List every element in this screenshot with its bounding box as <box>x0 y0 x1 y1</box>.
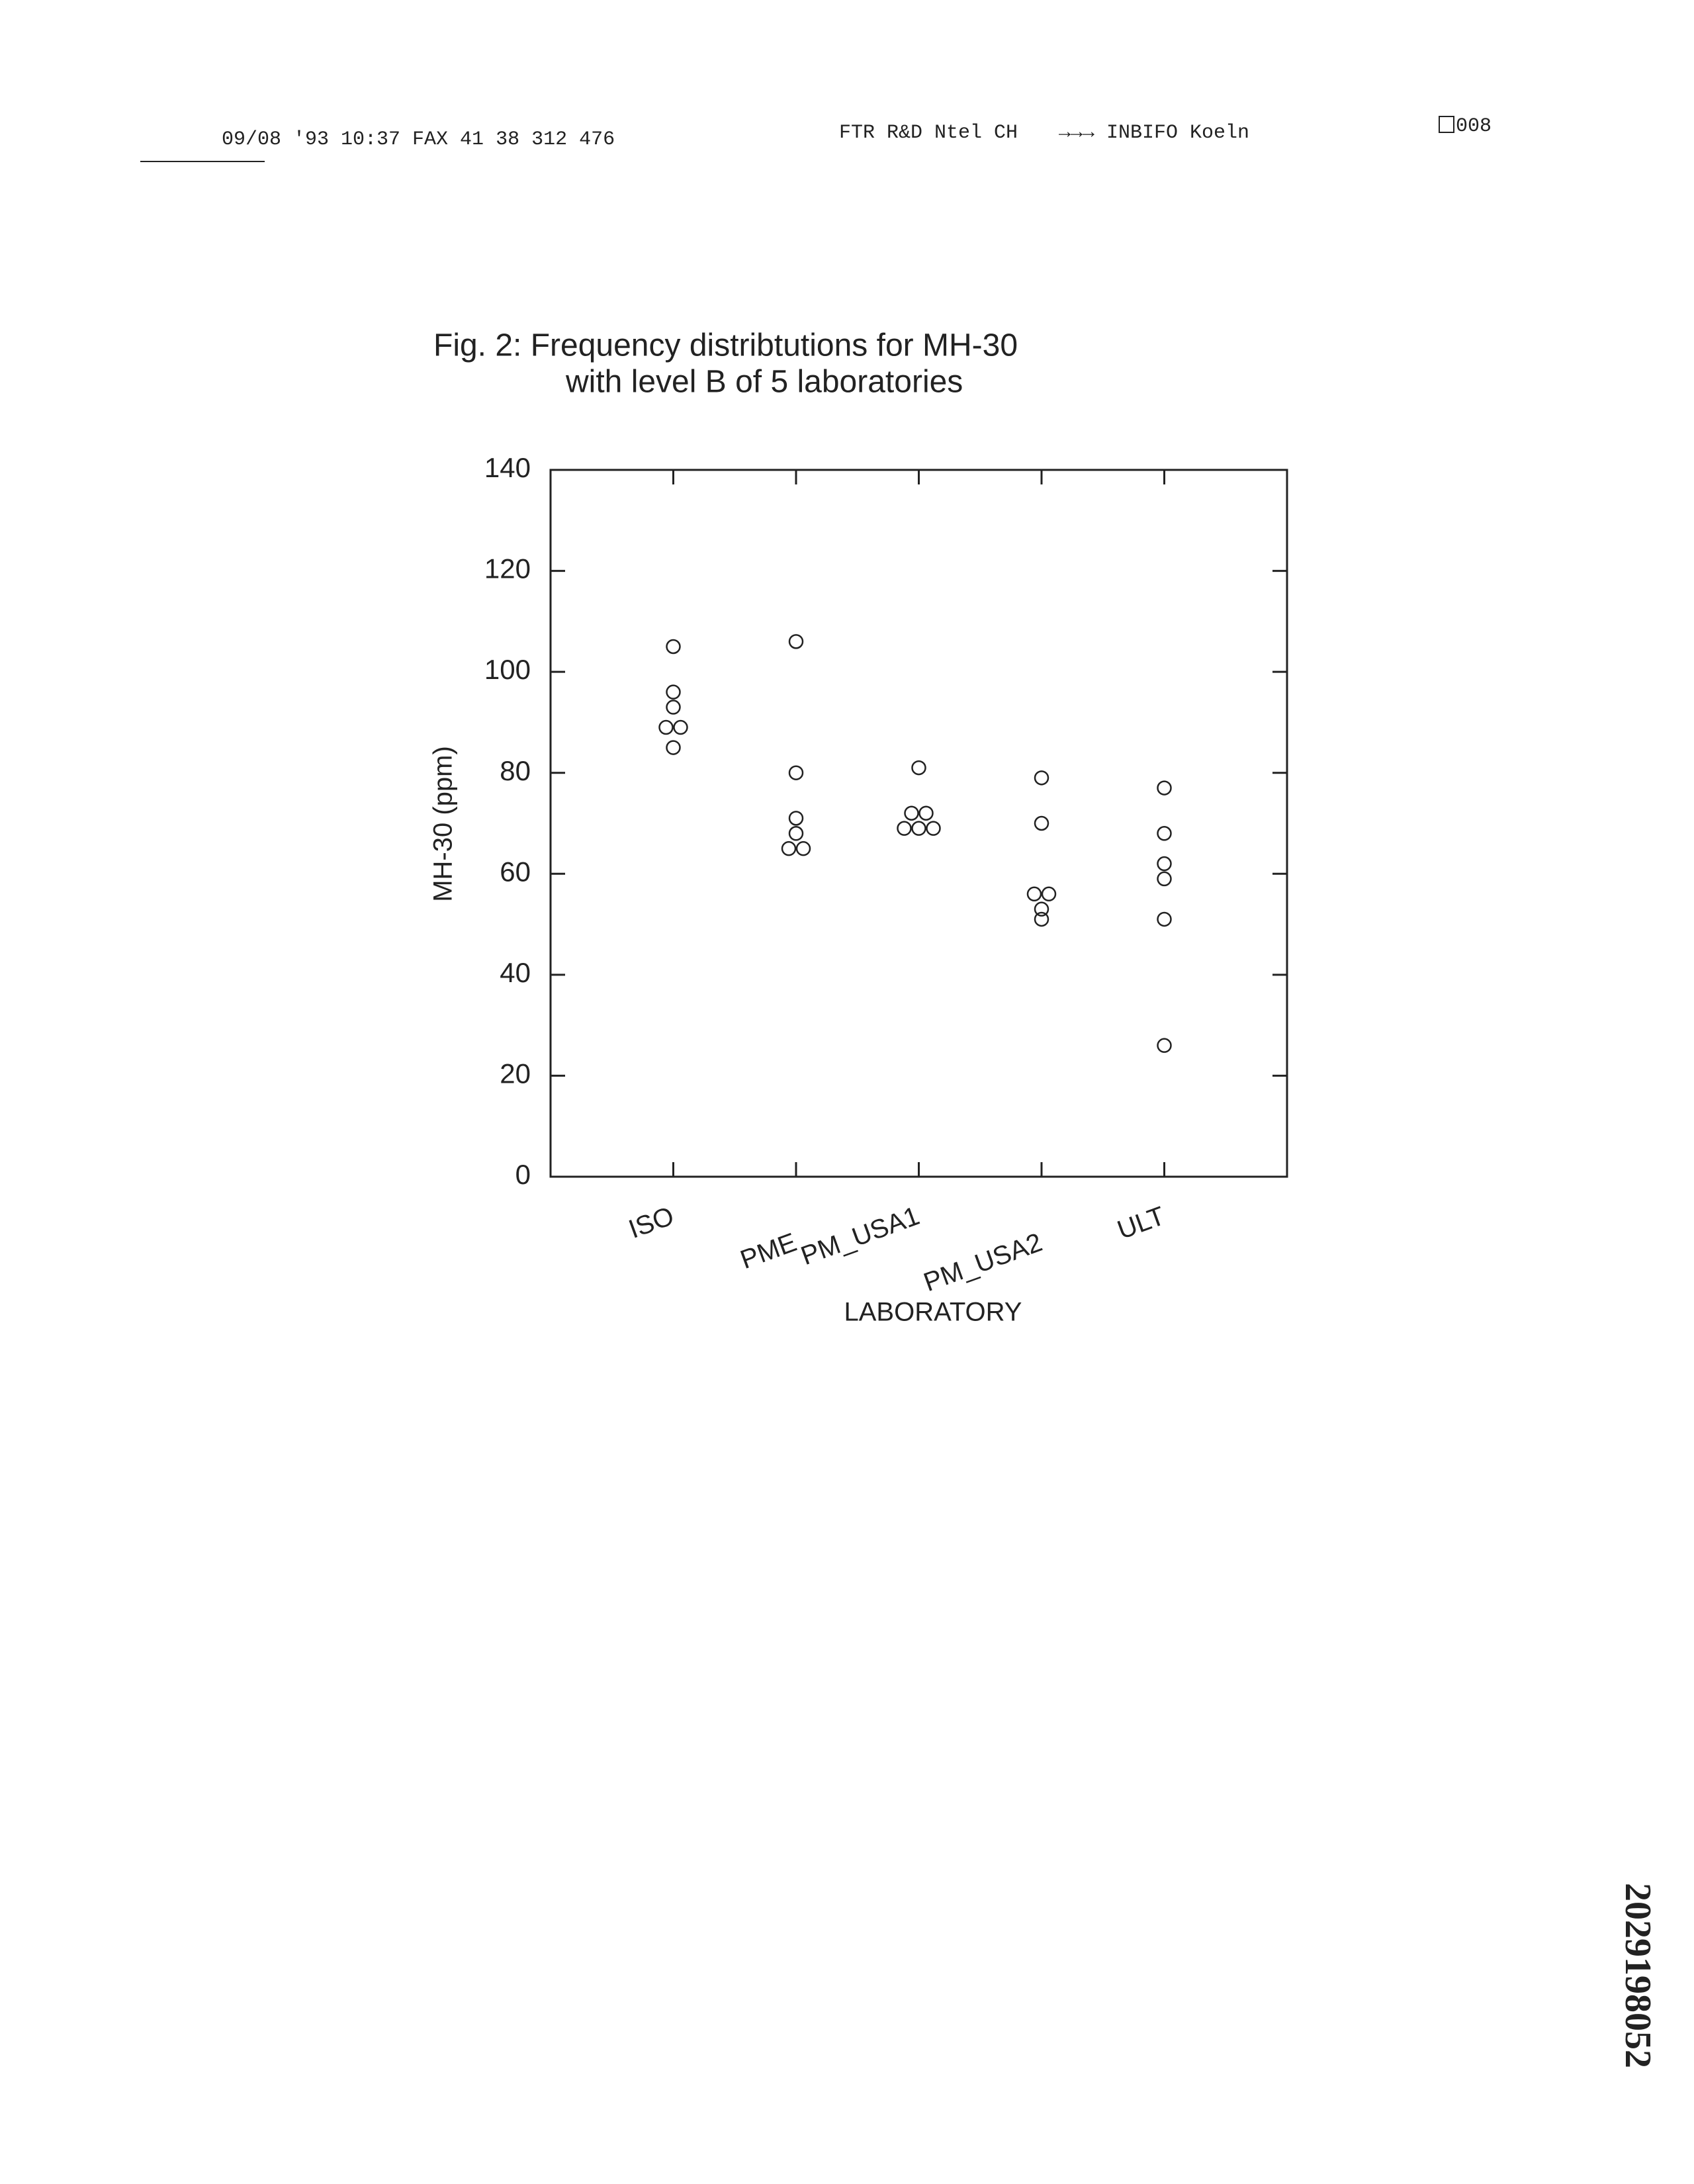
data-point <box>788 811 804 826</box>
x-tick-label: PM_USA1 <box>797 1201 924 1271</box>
y-tick-label: 80 <box>500 755 531 786</box>
data-point <box>1157 856 1172 872</box>
data-point <box>666 684 681 700</box>
data-point <box>788 826 804 841</box>
x-tick-label: ISO <box>625 1201 678 1244</box>
fax-line: 09/08 '93 10:37 FAX 41 38 312 476 <box>222 128 615 151</box>
chart-title: with level B of 5 laboratories <box>565 365 963 400</box>
y-tick-label: 40 <box>500 957 531 988</box>
sender: FTR R&D Ntel CH <box>839 122 1018 144</box>
data-point <box>666 700 681 715</box>
data-point <box>788 765 804 780</box>
plot-frame <box>549 469 1288 1178</box>
data-point <box>918 805 934 821</box>
x-tick-label: PME <box>736 1228 801 1275</box>
x-axis-label: LABORATORY <box>844 1298 1022 1327</box>
data-point <box>781 841 797 856</box>
data-point <box>1157 780 1172 796</box>
data-point <box>788 634 804 649</box>
y-tick-label: 60 <box>500 856 531 887</box>
y-tick-label: 140 <box>484 452 531 483</box>
x-tick-label: ULT <box>1114 1201 1169 1245</box>
data-point <box>904 805 919 821</box>
data-point <box>911 760 926 776</box>
y-tick-label: 0 <box>515 1159 531 1190</box>
y-tick-label: 120 <box>484 553 531 584</box>
data-point <box>911 821 926 836</box>
data-point <box>1157 1038 1172 1053</box>
data-point <box>1034 911 1049 927</box>
data-point <box>1157 911 1172 927</box>
data-point <box>1157 826 1172 841</box>
data-point <box>658 719 674 735</box>
data-point <box>666 740 681 755</box>
x-tick-label: PM_USA2 <box>920 1228 1046 1297</box>
data-point <box>1034 901 1049 917</box>
data-point <box>1026 886 1042 902</box>
data-point <box>897 821 912 836</box>
page-number: 008 <box>1456 115 1492 138</box>
data-point <box>1034 815 1049 831</box>
data-point <box>1034 770 1049 786</box>
recipient: →→→ INBIFO Koeln <box>1059 122 1249 144</box>
data-point <box>1041 886 1057 902</box>
data-point <box>666 639 681 655</box>
data-point <box>926 821 941 836</box>
chart-title: Fig. 2: Frequency distribtutions for MH-… <box>433 328 1018 363</box>
y-axis-label: MH-30 (ppm) <box>429 746 458 902</box>
y-tick-label: 100 <box>484 654 531 685</box>
fax-icon <box>1439 116 1454 133</box>
data-point <box>673 719 688 735</box>
document-id: 2029198052 <box>1617 1883 1658 2068</box>
data-point <box>795 841 811 856</box>
y-tick-label: 20 <box>500 1058 531 1089</box>
data-point <box>1157 871 1172 887</box>
